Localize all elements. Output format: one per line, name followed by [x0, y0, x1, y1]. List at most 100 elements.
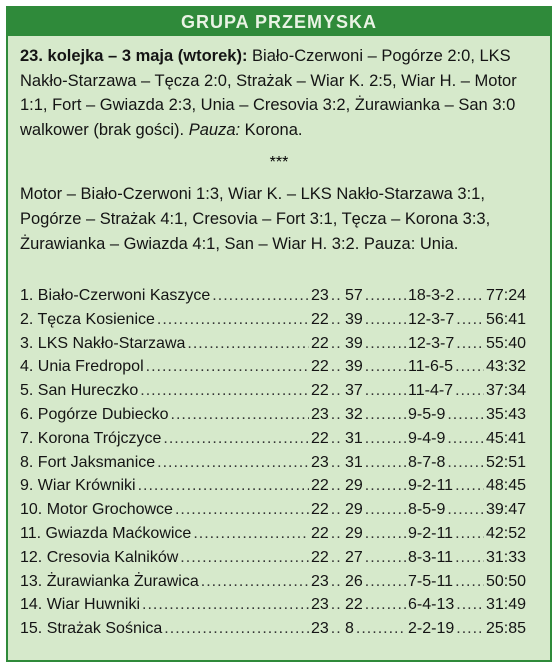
- points: 57: [345, 287, 363, 304]
- dot-leader: ......: [456, 596, 484, 614]
- team-name: 10. Motor Grochowce: [20, 501, 173, 519]
- goal-balance: 39:47: [486, 501, 527, 519]
- table-row: 2. Tęcza Kosienice 22 39 12-3-7 56:41.......…: [20, 308, 540, 332]
- dot-leader: ...: [330, 334, 343, 352]
- goal-balance: 56:41: [486, 310, 527, 328]
- matches-played: 22: [311, 548, 329, 566]
- dot-leader: .........: [364, 334, 406, 352]
- wins-draws-losses: 12-3-7: [408, 334, 455, 352]
- wins-draws-losses: 8-7-8: [408, 453, 446, 471]
- dot-leader: ...........: [355, 620, 406, 638]
- dot-leader: ......: [456, 334, 484, 352]
- dot-leader: ...: [330, 429, 343, 447]
- wins-draws-losses: 2-2-19: [408, 620, 455, 638]
- matches-played: 22: [311, 477, 329, 495]
- next-fixtures-text: Motor – Biało-Czerwoni 1:3, Wiar K. – LK…: [20, 185, 491, 253]
- table-row: 5. San Hureczko 22 37 11-4-7 37:34..........…: [20, 379, 540, 403]
- standings-table: 1. Biało-Czerwoni Kaszyce 23 57 18-3-2 77:24…: [20, 284, 540, 641]
- dot-leader: ...............................: [157, 453, 309, 471]
- goal-balance: 31:33: [486, 548, 527, 566]
- dot-leader: .........: [364, 287, 406, 304]
- dot-leader: ......: [456, 287, 484, 304]
- dot-leader: ........: [447, 453, 484, 471]
- wins-draws-losses: 9-4-9: [408, 429, 446, 447]
- dot-leader: .........: [364, 405, 406, 423]
- dot-leader: ......: [455, 382, 484, 400]
- matches-played: 23: [311, 572, 329, 590]
- dot-leader: ......: [456, 310, 484, 328]
- matches-played: 23: [311, 620, 329, 638]
- dot-leader: ......: [455, 358, 484, 376]
- wins-draws-losses: 8-5-9: [408, 501, 446, 519]
- round-pause-label: Pauza:: [188, 120, 241, 139]
- dot-leader: ........: [447, 429, 484, 447]
- dot-leader: ..................................: [142, 596, 309, 614]
- goal-balance: 43:32: [486, 358, 527, 376]
- next-pause-label: Pauza:: [363, 235, 416, 253]
- dot-leader: ...................................: [137, 477, 309, 495]
- next-round-fixtures: Motor – Biało-Czerwoni 1:3, Wiar K. – LK…: [20, 182, 542, 257]
- dot-leader: ..................................: [140, 382, 309, 400]
- team-name: 12. Cresovia Kalników: [20, 548, 179, 566]
- dot-leader: .........: [364, 310, 406, 328]
- goal-balance: 77:24: [486, 287, 527, 304]
- table-row: 10. Motor Grochowce 22 29 8-5-9 39:47.......…: [20, 498, 540, 522]
- points: 39: [345, 358, 363, 376]
- goal-balance: 31:49: [486, 596, 527, 614]
- goal-balance: 37:34: [486, 382, 527, 400]
- separator-stars: ***: [269, 154, 289, 171]
- matches-played: 23: [311, 596, 329, 614]
- dot-leader: ...........................: [174, 501, 309, 519]
- table-row: 8. Fort Jaksmanice 23 31 8-7-8 52:51........…: [20, 451, 540, 475]
- dot-leader: ........................: [193, 524, 309, 542]
- dot-leader: .........: [364, 524, 406, 542]
- table-row: 11. Gwiazda Maćkowice 22 29 9-2-11 42:52....…: [20, 522, 540, 546]
- matches-played: 22: [311, 524, 329, 542]
- goal-balance: 35:43: [486, 405, 527, 423]
- team-name: 2. Tęcza Kosienice: [20, 310, 155, 328]
- dot-leader: ........: [447, 501, 484, 519]
- group-title: GRUPA PRZEMYSKA: [8, 8, 550, 36]
- points: 32: [345, 405, 363, 423]
- table-row: 7. Korona Trójczyce 22 31 9-4-9 45:41.......…: [20, 427, 540, 451]
- points: 39: [345, 310, 363, 328]
- matches-played: 22: [311, 334, 329, 352]
- team-name: 13. Żurawianka Żurawica: [20, 572, 199, 590]
- points: 29: [345, 524, 363, 542]
- dot-leader: ...: [330, 382, 343, 400]
- dot-leader: .........: [364, 548, 406, 566]
- dot-leader: ....................: [212, 287, 309, 304]
- dot-leader: ...: [330, 620, 343, 638]
- team-name: 8. Fort Jaksmanice: [20, 453, 156, 471]
- dot-leader: .........: [364, 358, 406, 376]
- team-name: 7. Korona Trójczyce: [20, 429, 162, 447]
- wins-draws-losses: 12-3-7: [408, 310, 455, 328]
- table-row: 12. Cresovia Kalników 22 27 8-3-11 31:33....…: [20, 546, 540, 570]
- wins-draws-losses: 18-3-2: [408, 287, 455, 304]
- dot-leader: ......: [455, 548, 484, 566]
- table-row: 4. Unia Fredropol 22 39 11-6-5 43:32........…: [20, 355, 540, 379]
- points: 26: [345, 572, 363, 590]
- matches-played: 23: [311, 287, 329, 304]
- points: 31: [345, 429, 363, 447]
- points: 31: [345, 453, 363, 471]
- dot-leader: ......: [455, 477, 484, 495]
- matches-played: 23: [311, 405, 329, 423]
- dot-leader: ...: [330, 477, 343, 495]
- wins-draws-losses: 8-3-11: [408, 548, 454, 566]
- dot-leader: ...: [330, 310, 343, 328]
- matches-played: 22: [311, 429, 329, 447]
- round-title: 23. kolejka – 3 maja (wtorek):: [20, 47, 248, 65]
- dot-leader: ...: [330, 358, 343, 376]
- dot-leader: ...: [330, 524, 343, 542]
- team-name: 1. Biało-Czerwoni Kaszyce: [20, 287, 211, 304]
- dot-leader: ..............................: [163, 429, 309, 447]
- team-name: 9. Wiar Krówniki: [20, 477, 136, 495]
- dot-leader: ......: [455, 572, 484, 590]
- wins-draws-losses: 11-4-7: [408, 382, 454, 400]
- team-name: 14. Wiar Huwniki: [20, 596, 141, 614]
- table-row: 13. Żurawianka Żurawica 23 26 7-5-11 50:50..…: [20, 570, 540, 594]
- points: 22: [345, 596, 363, 614]
- goal-balance: 50:50: [486, 572, 527, 590]
- dot-leader: .........: [364, 572, 406, 590]
